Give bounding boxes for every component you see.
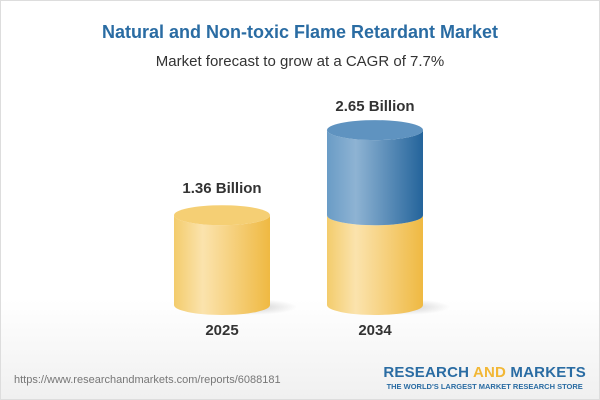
chart-title: Natural and Non-toxic Flame Retardant Ma… (101, 22, 499, 42)
x-tick-2034: 2034 (358, 322, 392, 339)
x-tick-2025: 2025 (205, 322, 238, 339)
bar-2034-growth-body (327, 130, 423, 226)
bar-2025-body (174, 215, 270, 315)
bar-2034-growth-top (327, 120, 423, 141)
report-url[interactable]: https://www.researchandmarkets.com/repor… (14, 374, 281, 386)
research-and-markets-logo: RESEARCH AND MARKETS THE WORLD'S LARGEST… (383, 364, 586, 391)
data-label-2034: 2.65 Billion (335, 98, 414, 115)
data-label-2025: 1.36 Billion (182, 180, 261, 197)
bar-2025-top (174, 205, 270, 226)
chart-subtitle: Market forecast to grow at a CAGR of 7.7… (155, 53, 445, 70)
bar-2034-base-body (327, 215, 423, 315)
